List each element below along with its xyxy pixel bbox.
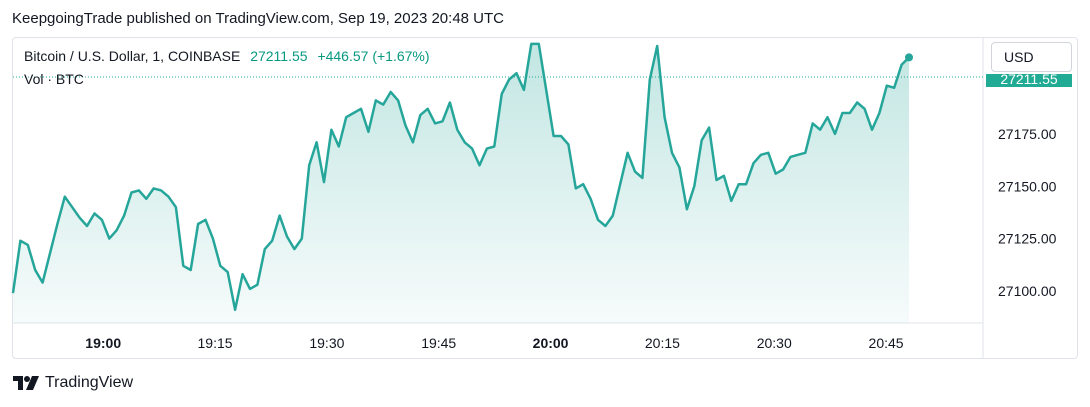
x-tick-label: 20:00: [533, 335, 569, 351]
tradingview-logo-icon: [13, 376, 39, 390]
tradingview-brand: TradingView: [45, 374, 134, 391]
y-tick-label: 27125.00: [998, 231, 1057, 247]
tradingview-footer[interactable]: TradingView: [13, 374, 133, 392]
price-area-fill: [13, 43, 909, 324]
x-tick-label: 20:30: [757, 335, 792, 351]
legend-change: +446.57 (+1.67%): [317, 48, 430, 64]
last-price-point: [905, 53, 913, 62]
y-tick-label: 27150.00: [998, 178, 1057, 194]
x-tick-label: 19:00: [85, 335, 121, 351]
volume-legend: Vol · BTC: [24, 71, 84, 87]
x-tick-label: 20:15: [645, 335, 680, 351]
legend-price: 27211.55: [250, 48, 308, 64]
price-series-line: [11, 42, 910, 312]
symbol-legend: Bitcoin / U.S. Dollar, 1, COINBASE 27211…: [24, 48, 430, 64]
x-tick-label: 19:15: [198, 335, 233, 351]
last-price-value: 27211.55: [986, 74, 1072, 87]
chart-frame[interactable]: [12, 37, 1078, 359]
currency-button[interactable]: USD: [991, 42, 1072, 72]
x-tick-label: 19:30: [309, 335, 344, 351]
symbol-name: Bitcoin / U.S. Dollar, 1, COINBASE: [24, 48, 241, 64]
y-tick-label: 27175.00: [998, 126, 1057, 142]
published-header: KeepgoingTrade published on TradingView.…: [12, 10, 504, 27]
x-tick-label: 19:45: [421, 335, 456, 351]
last-price-tag: 27211.55: [986, 74, 1072, 87]
y-tick-label: 27100.00: [998, 283, 1057, 299]
x-tick-label: 20:45: [869, 335, 904, 351]
